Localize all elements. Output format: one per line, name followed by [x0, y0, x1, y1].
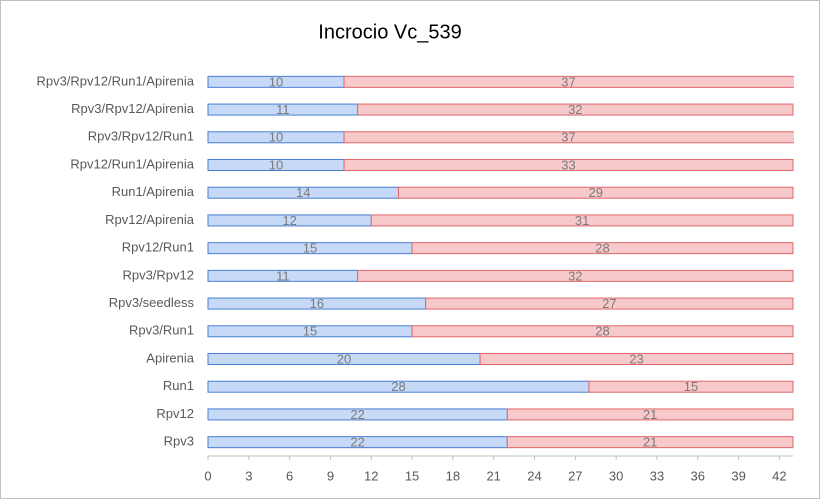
y-tick-label: Rpv3/Rpv12/Run1	[88, 129, 194, 144]
data-label: 29	[588, 185, 602, 200]
y-tick-label: Run1	[163, 378, 194, 393]
data-label: 12	[282, 213, 296, 228]
x-tick-label: 30	[609, 468, 623, 483]
bar-segment	[479, 353, 794, 365]
bar-segment	[411, 242, 794, 255]
data-label: 15	[303, 324, 317, 339]
y-tick-label: Run1/Apirenia	[112, 184, 195, 199]
x-tick-label: 33	[650, 468, 664, 483]
y-tick-label: Rpv3/Run1	[129, 323, 194, 338]
y-tick-label: Rpv12/Apirenia	[105, 212, 195, 227]
data-label: 21	[643, 435, 657, 450]
data-label: 11	[276, 268, 290, 283]
x-tick-label: 27	[568, 468, 582, 483]
bar-segment	[506, 408, 794, 421]
bar-segment	[397, 186, 794, 199]
data-label: 22	[350, 407, 364, 422]
data-label: 22	[350, 435, 364, 450]
y-tick-label: Rpv3/Rpv12/Apirenia	[71, 101, 195, 116]
data-label: 37	[561, 130, 575, 145]
y-tick-label: Rpv12/Run1	[122, 240, 194, 255]
data-label: 33	[561, 157, 575, 172]
data-label: 27	[602, 296, 616, 311]
y-tick-label: Rpv3/Rpv12	[122, 267, 194, 282]
data-label: 28	[391, 379, 405, 394]
x-tick-label: 42	[772, 468, 786, 483]
y-tick-label: Rpv3	[164, 434, 194, 449]
data-label: 20	[337, 351, 351, 366]
y-tick-label: Apirenia	[146, 350, 194, 365]
data-label: 37	[561, 74, 575, 89]
bar-segment	[411, 325, 794, 338]
plot-area	[207, 75, 794, 449]
data-label: 11	[276, 102, 290, 117]
data-label: 15	[303, 241, 317, 256]
y-tick-label: Rpv12/Run1/Apirenia	[70, 156, 194, 171]
bar-segment	[506, 436, 794, 449]
y-tick-label: Rpv12	[156, 406, 194, 421]
x-tick-label: 39	[731, 468, 745, 483]
x-tick-label: 21	[486, 468, 500, 483]
x-tick-label: 18	[446, 468, 460, 483]
x-tick-label: 3	[245, 468, 252, 483]
bar-segment	[370, 214, 794, 227]
x-tick-label: 24	[527, 468, 541, 483]
data-label: 28	[595, 241, 609, 256]
x-tick-label: 6	[286, 468, 293, 483]
bar-segment	[357, 103, 794, 116]
y-tick-label: Rpv3/Rpv12/Run1/Apirenia	[36, 73, 194, 88]
data-label: 21	[643, 407, 657, 422]
data-label: 32	[568, 268, 582, 283]
x-tick-label: 12	[364, 468, 378, 483]
data-label: 14	[296, 185, 310, 200]
data-label: 10	[269, 74, 283, 89]
data-label: 31	[575, 213, 589, 228]
y-tick-label: Rpv3/seedless	[109, 295, 195, 310]
data-label: 10	[269, 157, 283, 172]
data-label: 15	[684, 379, 698, 394]
data-label: 10	[269, 130, 283, 145]
x-tick-label: 36	[691, 468, 705, 483]
data-label: 28	[595, 324, 609, 339]
x-tick-label: 9	[327, 468, 334, 483]
bar-segment	[588, 380, 794, 393]
bar-segment	[343, 131, 794, 144]
bar-segment	[343, 159, 794, 171]
data-label: 32	[568, 102, 582, 117]
data-label: 23	[629, 351, 643, 366]
bar-segment	[357, 269, 794, 282]
data-label: 16	[310, 296, 324, 311]
bar-segment	[425, 297, 794, 310]
chart-title: Incrocio Vc_539	[318, 21, 461, 43]
x-tick-label: 0	[204, 468, 211, 483]
x-tick-label: 15	[405, 468, 419, 483]
bar-segment	[343, 75, 794, 88]
